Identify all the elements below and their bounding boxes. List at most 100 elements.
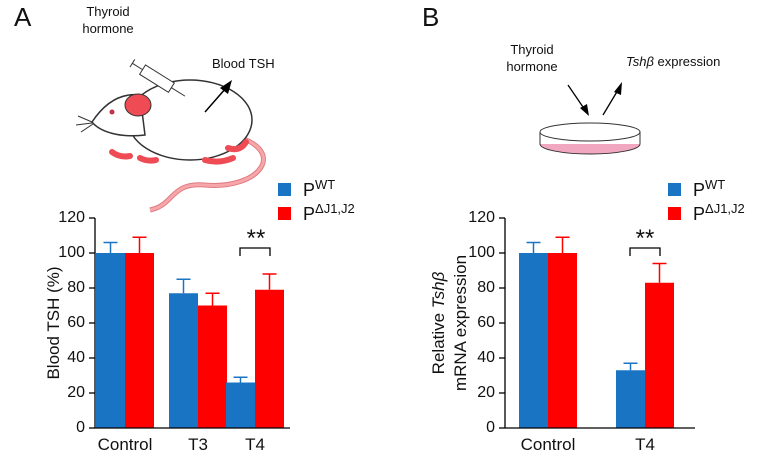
legend-name-sup: ΔJ1,J2 [315, 201, 355, 216]
bar [169, 293, 198, 428]
legend-name: P [693, 180, 705, 200]
y-axis-label: Blood TSH (%) [44, 266, 63, 379]
y-tick-label: 20 [67, 384, 85, 401]
error-bar [526, 241, 541, 253]
legend-name-sup: ΔJ1,J2 [705, 201, 745, 216]
legend-swatch [668, 207, 681, 220]
y-axis-label-part: Blood TSH (%) [44, 266, 63, 379]
legend-swatch [278, 183, 291, 196]
annotation-line: hormone [506, 59, 557, 74]
annotation-part: expression [654, 54, 720, 69]
y-tick-label: 0 [76, 419, 85, 436]
y-tick-label: 20 [477, 384, 495, 401]
error-bar [132, 236, 147, 253]
significance-bracket [629, 247, 661, 256]
mouse-illustration [75, 59, 266, 213]
legend-name: P [303, 180, 315, 200]
bar [255, 289, 284, 428]
annotation-part: Tshβ [626, 54, 654, 69]
legend-name: P [303, 204, 315, 224]
y-axis-label: Relative Tshβ [429, 271, 448, 374]
x-tick-label: Control [521, 435, 576, 454]
legend-swatch [278, 207, 291, 220]
annotation: Thyroid hormone [82, 4, 133, 36]
dish-illustration [539, 82, 641, 155]
y-tick-label: 120 [58, 209, 85, 226]
y-tick-label: 40 [477, 349, 495, 366]
legend-label: PΔJ1,J2 [693, 201, 745, 224]
bar [616, 370, 645, 428]
annotation: ** [247, 225, 266, 252]
bar [645, 282, 674, 428]
y-tick-label: 40 [67, 349, 85, 366]
mouse-ear [124, 93, 152, 117]
error-bar [176, 278, 191, 294]
annotation-line: hormone [82, 21, 133, 36]
bar [226, 382, 255, 428]
panel-label: A [14, 2, 32, 32]
error-bar [233, 376, 248, 383]
annotation: Thyroid hormone [506, 42, 557, 74]
panel-label: B [422, 2, 439, 32]
legend-swatch [668, 183, 681, 196]
y-axis-label-text: mRNA expression [451, 255, 470, 391]
bar [125, 253, 154, 428]
legend-label: PΔJ1,J2 [303, 201, 355, 224]
mouse-paws [109, 139, 249, 165]
y-axis-label: mRNA expression [451, 255, 470, 391]
annotation-line: Blood TSH [212, 56, 275, 71]
y-tick-label: 80 [477, 279, 495, 296]
x-tick-label: Control [98, 435, 153, 454]
y-axis-label-part: Relative [429, 308, 448, 374]
y-axis-label-text: Relative Tshβ [429, 271, 448, 374]
mouse-tail-inner [149, 133, 265, 212]
error-bar [623, 362, 638, 371]
y-tick-label: 0 [486, 419, 495, 436]
legend-name: P [693, 204, 705, 224]
dish-rim [539, 122, 641, 142]
arrowhead [580, 104, 589, 116]
y-axis-label-part: Tshβ [429, 271, 448, 308]
arrow [204, 87, 227, 113]
y-axis-label-part: mRNA expression [451, 255, 470, 391]
bar [548, 253, 577, 428]
legend-name-sup: WT [315, 177, 335, 192]
y-tick-label: 80 [67, 279, 85, 296]
arrowhead [220, 80, 232, 94]
mouse-eye [109, 109, 115, 115]
annotation-line: Thyroid [510, 42, 553, 57]
annotation-line: Thyroid [86, 4, 129, 19]
x-tick-label: T3 [188, 435, 208, 454]
x-tick-label: T4 [245, 435, 265, 454]
annotation: Tshβ expression [626, 54, 720, 69]
error-bar [103, 241, 118, 253]
significance-bracket [239, 247, 271, 256]
legend-label: PWT [693, 177, 725, 200]
annotation: ** [636, 225, 655, 252]
legend-name-sup: WT [705, 177, 725, 192]
bar [519, 253, 548, 428]
mouse-whiskers [75, 115, 94, 133]
annotation-line: ** [247, 225, 266, 252]
annotation: Blood TSH [212, 56, 275, 71]
bar [96, 253, 125, 428]
y-tick-label: 60 [477, 314, 495, 331]
y-tick-label: 100 [58, 244, 85, 261]
error-bar [205, 292, 220, 306]
error-bar [555, 236, 570, 253]
arrow [602, 89, 619, 116]
arrow [567, 84, 586, 111]
error-bar [652, 262, 667, 283]
legend-label: PWT [303, 177, 335, 200]
y-axis-label-text: Blood TSH (%) [44, 266, 63, 379]
x-tick-label: T4 [635, 435, 655, 454]
y-tick-label: 100 [468, 244, 495, 261]
arrowhead [614, 82, 622, 95]
y-tick-label: 60 [67, 314, 85, 331]
y-tick-label: 120 [468, 209, 495, 226]
bar [198, 305, 227, 428]
syringe [129, 59, 186, 97]
annotation-line: ** [636, 225, 655, 252]
error-bar [262, 273, 277, 290]
